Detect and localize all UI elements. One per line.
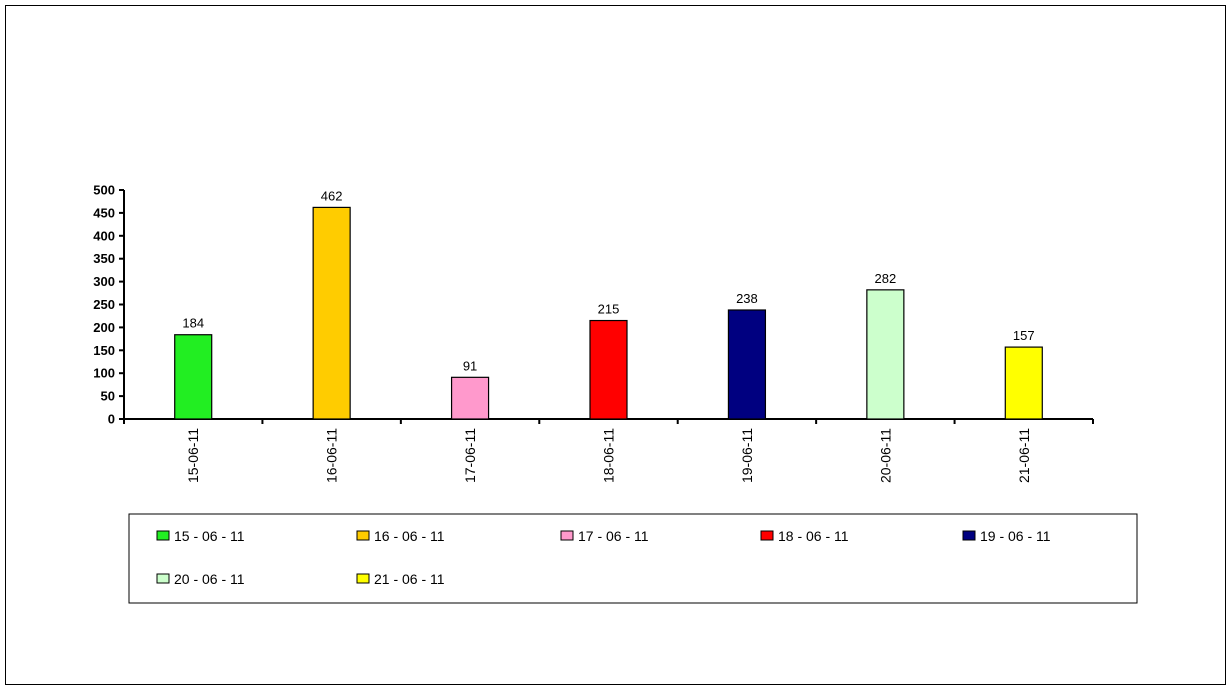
data-label: 462 xyxy=(321,188,343,203)
y-tick-label: 50 xyxy=(101,389,115,404)
legend-box xyxy=(128,513,1138,604)
chart-legend: 15 - 06 - 11 16 - 06 - 11 17 - 06 - 11 18 -… xyxy=(128,513,1138,604)
y-tick-label: 400 xyxy=(93,228,115,243)
bar xyxy=(1004,346,1043,420)
chart-bars: 184 462 91 215 238 282 157 xyxy=(174,188,1043,420)
y-tick-label: 250 xyxy=(93,297,115,312)
y-tick-label: 300 xyxy=(93,274,115,289)
bar xyxy=(589,319,628,420)
legend-label: 19 - 06 - 11 xyxy=(980,528,1051,544)
legend-label: 20 - 06 - 11 xyxy=(174,571,245,587)
legend-label: 15 - 06 - 11 xyxy=(174,528,245,544)
legend-swatch xyxy=(962,530,976,541)
legend-label: 16 - 06 - 11 xyxy=(374,528,445,544)
x-tick-label: 18-06-11 xyxy=(601,428,617,483)
bar xyxy=(450,376,490,420)
x-tick-label: 20-06-11 xyxy=(877,428,893,483)
x-tick-label: 16-06-11 xyxy=(324,428,340,483)
data-label: 215 xyxy=(598,302,620,317)
data-label: 157 xyxy=(1013,328,1035,343)
data-label: 282 xyxy=(875,271,897,286)
legend-label: 21 - 06 - 11 xyxy=(374,571,445,587)
x-tick-label: 17-06-11 xyxy=(462,428,478,483)
bar xyxy=(727,309,767,420)
data-label: 91 xyxy=(463,358,477,373)
legend-swatch xyxy=(760,530,774,541)
legend-label: 18 - 06 - 11 xyxy=(778,528,849,544)
chart-axes: 0 50 100 150 200 250 300 350 400 450 500 15-06-11 16… xyxy=(93,183,1094,483)
y-tick-label: 450 xyxy=(93,205,115,220)
data-label: 184 xyxy=(182,316,204,331)
legend-swatch xyxy=(156,573,170,584)
x-tick-label: 15-06-11 xyxy=(185,428,201,483)
x-tick-label: 19-06-11 xyxy=(739,428,755,483)
y-tick-label: 100 xyxy=(93,366,115,381)
x-tick-label: 21-06-11 xyxy=(1016,428,1032,483)
legend-swatch xyxy=(356,573,370,584)
data-label: 238 xyxy=(736,291,758,306)
y-tick-label: 200 xyxy=(93,320,115,335)
y-tick-label: 150 xyxy=(93,343,115,358)
y-tick-label: 350 xyxy=(93,251,115,266)
bar xyxy=(866,289,905,420)
bar xyxy=(312,206,351,420)
legend-swatch xyxy=(156,530,170,541)
legend-swatch xyxy=(356,530,370,541)
legend-swatch xyxy=(560,530,574,541)
legend-label: 17 - 06 - 11 xyxy=(578,528,649,544)
bar xyxy=(174,334,213,420)
y-tick-label: 500 xyxy=(93,183,115,198)
y-tick-label: 0 xyxy=(108,412,115,427)
